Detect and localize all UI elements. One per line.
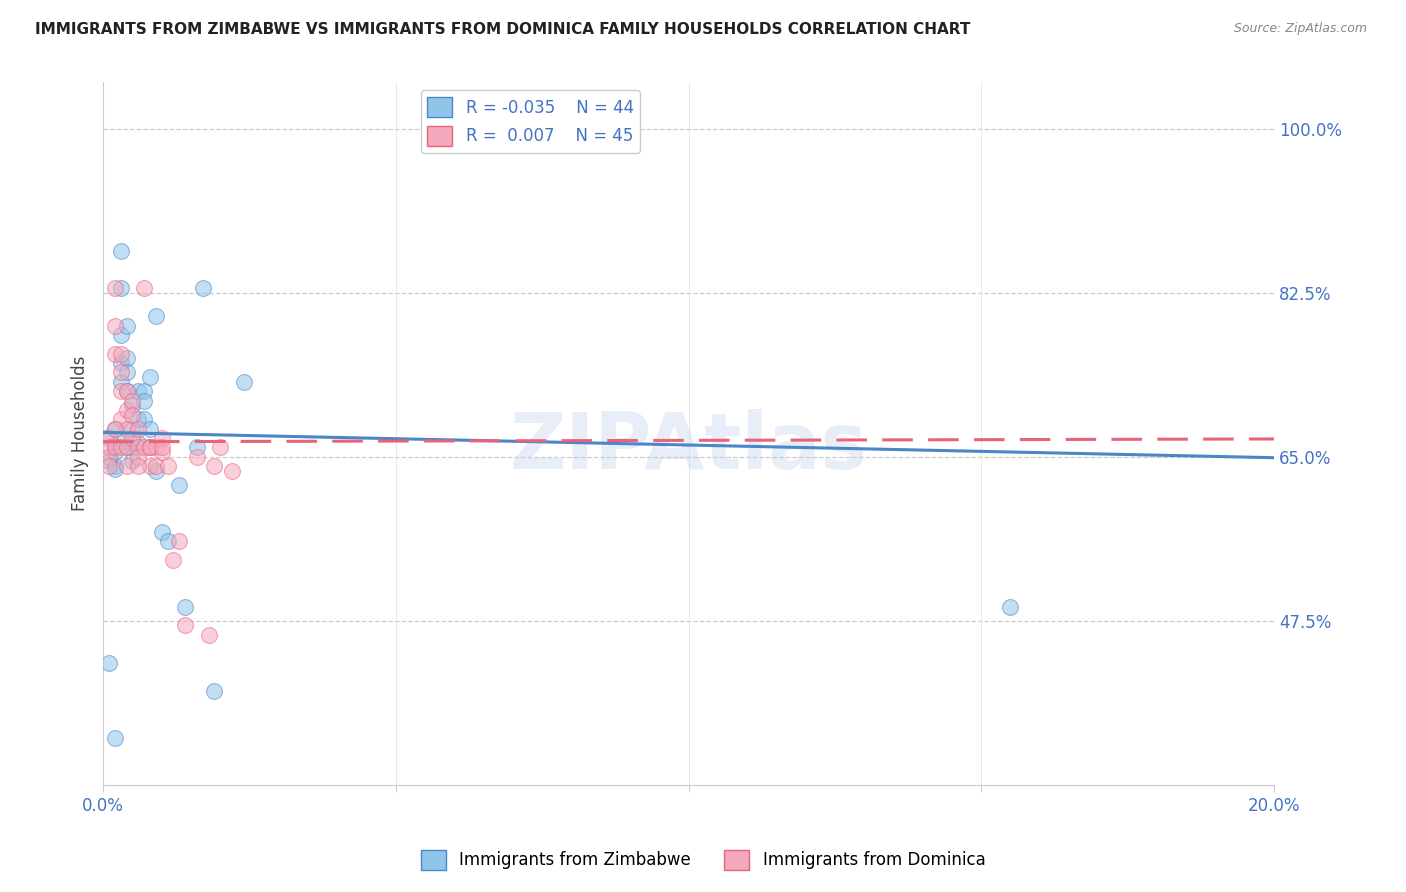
Point xyxy=(115,441,138,455)
Point xyxy=(104,422,127,436)
Point xyxy=(98,441,121,455)
Point xyxy=(162,553,184,567)
Point xyxy=(110,327,132,342)
Point xyxy=(110,441,132,455)
Point xyxy=(104,281,127,295)
Point xyxy=(1000,599,1022,614)
Point xyxy=(115,366,138,380)
Point xyxy=(110,384,132,399)
Point xyxy=(104,318,127,333)
Point xyxy=(121,441,143,455)
Point xyxy=(132,393,155,408)
Point xyxy=(98,656,121,670)
Point xyxy=(121,454,143,468)
Point xyxy=(127,459,149,474)
Y-axis label: Family Households: Family Households xyxy=(72,356,89,511)
Point xyxy=(174,599,197,614)
Point xyxy=(98,450,121,464)
Point xyxy=(127,441,149,455)
Point xyxy=(139,441,162,455)
Point xyxy=(221,464,243,478)
Point xyxy=(104,459,127,474)
Point xyxy=(202,684,225,698)
Point xyxy=(127,435,149,450)
Point xyxy=(98,431,121,445)
Point xyxy=(110,356,132,370)
Point xyxy=(104,731,127,745)
Point xyxy=(145,441,167,455)
Point xyxy=(115,422,138,436)
Point xyxy=(150,524,173,539)
Legend: R = -0.035    N = 44, R =  0.007    N = 45: R = -0.035 N = 44, R = 0.007 N = 45 xyxy=(420,90,640,153)
Point xyxy=(167,478,190,492)
Point xyxy=(110,375,132,389)
Point xyxy=(115,384,138,399)
Point xyxy=(121,393,143,408)
Point xyxy=(98,430,121,444)
Point xyxy=(139,422,162,436)
Point xyxy=(110,281,132,295)
Point xyxy=(104,438,127,452)
Point xyxy=(110,412,132,426)
Point xyxy=(115,459,138,474)
Point xyxy=(139,459,162,474)
Point xyxy=(132,281,155,295)
Point xyxy=(110,431,132,445)
Point xyxy=(115,351,138,366)
Point xyxy=(110,244,132,258)
Point xyxy=(127,384,149,399)
Point xyxy=(197,628,219,642)
Point xyxy=(110,346,132,360)
Point xyxy=(127,412,149,426)
Point xyxy=(145,464,167,478)
Text: IMMIGRANTS FROM ZIMBABWE VS IMMIGRANTS FROM DOMINICA FAMILY HOUSEHOLDS CORRELATI: IMMIGRANTS FROM ZIMBABWE VS IMMIGRANTS F… xyxy=(35,22,970,37)
Point xyxy=(186,441,208,455)
Point xyxy=(104,441,127,455)
Point xyxy=(110,366,132,380)
Text: ZIPAtlas: ZIPAtlas xyxy=(510,409,868,485)
Point xyxy=(98,454,121,468)
Point xyxy=(167,534,190,549)
Point xyxy=(209,441,232,455)
Point xyxy=(145,459,167,474)
Point xyxy=(104,445,127,459)
Legend: Immigrants from Zimbabwe, Immigrants from Dominica: Immigrants from Zimbabwe, Immigrants fro… xyxy=(415,843,991,877)
Point xyxy=(132,384,155,399)
Point xyxy=(104,462,127,476)
Point xyxy=(98,459,121,474)
Point xyxy=(121,422,143,436)
Point xyxy=(156,534,179,549)
Point xyxy=(150,445,173,459)
Text: Source: ZipAtlas.com: Source: ZipAtlas.com xyxy=(1233,22,1367,36)
Point xyxy=(121,408,143,422)
Point xyxy=(115,403,138,417)
Point xyxy=(150,441,173,455)
Point xyxy=(115,384,138,399)
Point xyxy=(121,431,143,445)
Point xyxy=(139,441,162,455)
Point xyxy=(132,412,155,426)
Point xyxy=(127,422,149,436)
Point xyxy=(232,375,254,389)
Point xyxy=(174,618,197,632)
Point xyxy=(115,318,138,333)
Point xyxy=(139,370,162,384)
Point xyxy=(115,441,138,455)
Point xyxy=(156,459,179,474)
Point xyxy=(150,431,173,445)
Point xyxy=(202,459,225,474)
Point xyxy=(132,441,155,455)
Point xyxy=(191,281,214,295)
Point xyxy=(145,309,167,323)
Point xyxy=(104,346,127,360)
Point xyxy=(139,441,162,455)
Point xyxy=(121,398,143,412)
Point xyxy=(127,450,149,464)
Point xyxy=(186,450,208,464)
Point xyxy=(104,422,127,436)
